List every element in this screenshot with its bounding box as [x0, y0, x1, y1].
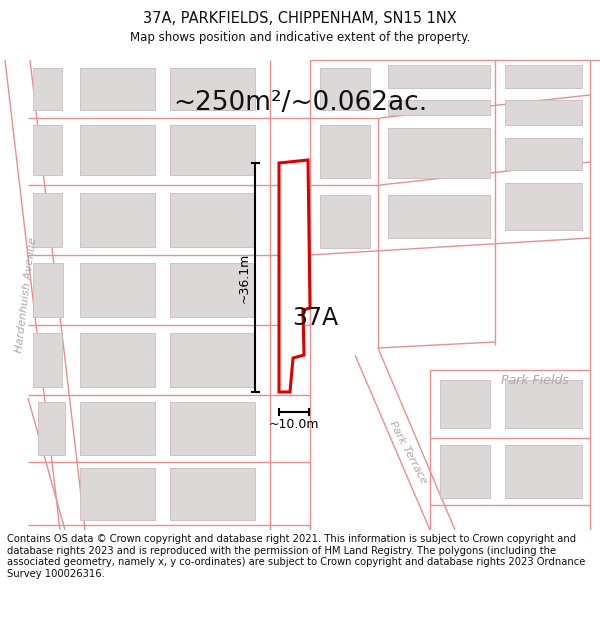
Text: 37A, PARKFIELDS, CHIPPENHAM, SN15 1NX: 37A, PARKFIELDS, CHIPPENHAM, SN15 1NX — [143, 11, 457, 26]
Polygon shape — [80, 193, 155, 247]
Polygon shape — [170, 263, 255, 317]
Text: ~10.0m: ~10.0m — [269, 419, 319, 431]
Polygon shape — [388, 65, 490, 88]
Polygon shape — [505, 380, 582, 428]
Polygon shape — [388, 128, 490, 178]
Polygon shape — [505, 445, 582, 498]
Polygon shape — [505, 138, 582, 170]
Text: ~36.1m: ~36.1m — [238, 253, 251, 302]
Text: Map shows position and indicative extent of the property.: Map shows position and indicative extent… — [130, 31, 470, 44]
Polygon shape — [505, 100, 582, 125]
Polygon shape — [33, 125, 62, 175]
Polygon shape — [33, 333, 62, 387]
Polygon shape — [170, 468, 255, 520]
Polygon shape — [320, 195, 370, 248]
Text: Park Fields: Park Fields — [501, 374, 569, 386]
Polygon shape — [170, 193, 255, 247]
Polygon shape — [33, 263, 63, 317]
Polygon shape — [80, 68, 155, 110]
Polygon shape — [320, 125, 370, 178]
Polygon shape — [170, 125, 255, 175]
Polygon shape — [170, 333, 255, 387]
Polygon shape — [80, 468, 155, 520]
Polygon shape — [170, 68, 255, 110]
Text: Park Terrace: Park Terrace — [387, 419, 429, 485]
Polygon shape — [279, 160, 310, 392]
Polygon shape — [80, 125, 155, 175]
Polygon shape — [170, 402, 255, 455]
Polygon shape — [38, 402, 65, 455]
Text: Contains OS data © Crown copyright and database right 2021. This information is : Contains OS data © Crown copyright and d… — [7, 534, 586, 579]
Polygon shape — [505, 65, 582, 88]
Text: Hardenhuish Avenue: Hardenhuish Avenue — [14, 237, 38, 353]
Polygon shape — [440, 445, 490, 498]
Polygon shape — [320, 68, 370, 110]
Text: ~250m²/~0.062ac.: ~250m²/~0.062ac. — [173, 90, 427, 116]
Text: 37A: 37A — [292, 306, 338, 330]
Polygon shape — [33, 68, 62, 110]
Polygon shape — [80, 263, 155, 317]
Polygon shape — [388, 195, 490, 238]
Polygon shape — [33, 193, 62, 247]
Polygon shape — [80, 333, 155, 387]
Polygon shape — [388, 100, 490, 115]
Polygon shape — [440, 380, 490, 428]
Polygon shape — [80, 402, 155, 455]
Polygon shape — [505, 183, 582, 230]
